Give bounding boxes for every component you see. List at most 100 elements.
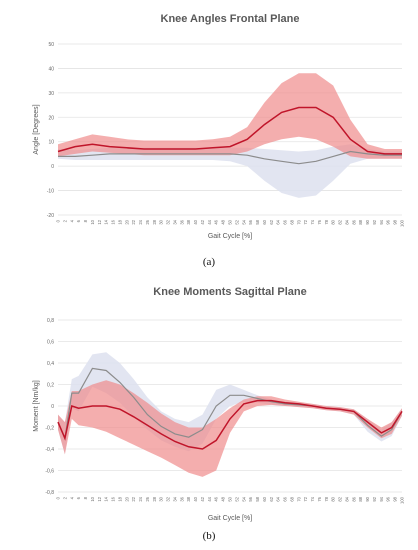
x-tick-label: 66 — [283, 496, 288, 501]
y-tick-label: 50 — [48, 42, 54, 48]
x-tick-label: 22 — [131, 219, 136, 224]
x-tick-label: 54 — [241, 219, 246, 224]
x-tick-label: 64 — [276, 219, 281, 224]
x-tick-label: 88 — [358, 496, 363, 501]
chart-knee-moments: Knee Moments Sagittal Plane 0,8 0,6 0,4 0,2 0… — [33, 286, 405, 522]
x-tick-label: 90 — [365, 219, 370, 224]
control-mean-line — [58, 150, 402, 165]
x-tick-label: 30 — [159, 219, 164, 224]
x-tick-label: 18 — [117, 219, 122, 224]
x-tick-label: 64 — [276, 496, 281, 501]
chart-title: Knee Moments Sagittal Plane — [153, 286, 306, 298]
x-tick-label: 46 — [214, 219, 219, 224]
x-tick-label: 100 — [400, 219, 405, 227]
y-tick-label: 40 — [48, 66, 54, 72]
x-tick-label: 60 — [262, 496, 267, 501]
x-tick-label: 18 — [117, 496, 122, 501]
x-tick-label: 12 — [97, 219, 102, 224]
x-tick-label: 56 — [248, 496, 253, 501]
chart-title: Knee Angles Frontal Plane — [161, 13, 300, 25]
x-tick-label: 72 — [303, 219, 308, 224]
x-tick-label: 28 — [152, 219, 157, 224]
y-tick-label: 20 — [48, 115, 54, 121]
x-tick-label: 76 — [317, 219, 322, 224]
x-tick-label: 54 — [241, 496, 246, 501]
x-tick-label: 60 — [262, 219, 267, 224]
x-tick-label: 68 — [289, 496, 294, 501]
x-tick-label: 100 — [400, 496, 405, 504]
x-tick-label: 82 — [338, 219, 343, 224]
x-tick-label: 44 — [207, 219, 212, 224]
x-tick-label: 78 — [324, 219, 329, 224]
y-tick-label: -0,2 — [45, 426, 54, 432]
x-tick-label: 30 — [159, 496, 164, 501]
y-tick-label: 0 — [51, 404, 54, 410]
y-tick-label: 30 — [48, 91, 54, 97]
x-tick-label: 10 — [90, 219, 95, 224]
x-tick-label: 6 — [76, 496, 81, 499]
x-tick-label: 52 — [234, 219, 239, 224]
x-tick-label: 28 — [152, 496, 157, 501]
x-axis-label: Gait Cycle [%] — [208, 515, 252, 522]
y-tick-label: -20 — [47, 213, 54, 219]
x-tick-label: 52 — [234, 496, 239, 501]
x-tick-label: 32 — [166, 496, 171, 501]
y-tick-label: -0,8 — [45, 490, 54, 496]
x-tick-label: 56 — [248, 219, 253, 224]
x-tick-label: 26 — [145, 496, 150, 501]
x-tick-label: 50 — [228, 496, 233, 501]
x-tick-label: 34 — [172, 496, 177, 501]
y-axis-label: Moment [Nm/kg] — [33, 380, 40, 431]
x-tick-label: 8 — [83, 496, 88, 499]
x-tick-label: 6 — [76, 219, 81, 222]
y-tick-label: 0,2 — [47, 383, 54, 389]
x-tick-label: 90 — [365, 496, 370, 501]
x-tick-label: 4 — [69, 219, 74, 222]
x-tick-label: 80 — [331, 219, 336, 224]
x-tick-label: 38 — [186, 219, 191, 224]
control-sd-band — [58, 144, 402, 198]
x-tick-label: 58 — [255, 219, 260, 224]
y-tick-label: 0,8 — [47, 318, 54, 324]
x-tick-label: 78 — [324, 496, 329, 501]
x-axis-label: Gait Cycle [%] — [208, 233, 252, 240]
x-tick-label: 24 — [138, 219, 143, 224]
x-tick-label: 22 — [131, 496, 136, 501]
x-tick-label: 86 — [351, 219, 356, 224]
x-tick-label: 72 — [303, 496, 308, 501]
x-tick-label: 96 — [386, 496, 391, 501]
patient-mean-line — [57, 399, 403, 450]
x-tick-label: 74 — [310, 496, 315, 501]
x-tick-label: 98 — [393, 496, 398, 501]
x-tick-label: 48 — [221, 219, 226, 224]
y-tick-label: 10 — [48, 140, 54, 146]
x-tick-label: 14 — [104, 219, 109, 224]
x-tick-label: 84 — [344, 496, 349, 501]
x-tick-label: 70 — [296, 496, 301, 501]
x-tick-label: 34 — [172, 219, 177, 224]
y-tick-label: -10 — [47, 189, 54, 195]
control-sd-band — [58, 352, 402, 455]
x-tick-label: 92 — [372, 496, 377, 501]
x-tick-label: 36 — [179, 219, 184, 224]
x-tick-label: 82 — [338, 496, 343, 501]
x-tick-label: 36 — [179, 496, 184, 501]
x-tick-label: 38 — [186, 496, 191, 501]
x-tick-label: 42 — [200, 496, 205, 501]
y-axis-label: Angle [Degrees] — [33, 104, 40, 154]
x-tick-label: 20 — [124, 496, 129, 501]
x-tick-label: 84 — [344, 219, 349, 224]
x-tick-label: 70 — [296, 219, 301, 224]
panel-caption-b: (b) — [202, 530, 216, 542]
x-tick-label: 12 — [97, 496, 102, 501]
patient-mean-line — [57, 106, 402, 155]
x-tick-label: 2 — [62, 496, 67, 499]
x-tick-label: 0 — [56, 496, 61, 499]
patient-sd-band — [58, 73, 402, 159]
y-tick-label: 0,4 — [47, 361, 54, 367]
x-tick-label: 86 — [351, 496, 356, 501]
x-tick-label: 92 — [372, 219, 377, 224]
panel-caption-a: (a) — [202, 256, 216, 268]
x-tick-label: 26 — [145, 219, 150, 224]
